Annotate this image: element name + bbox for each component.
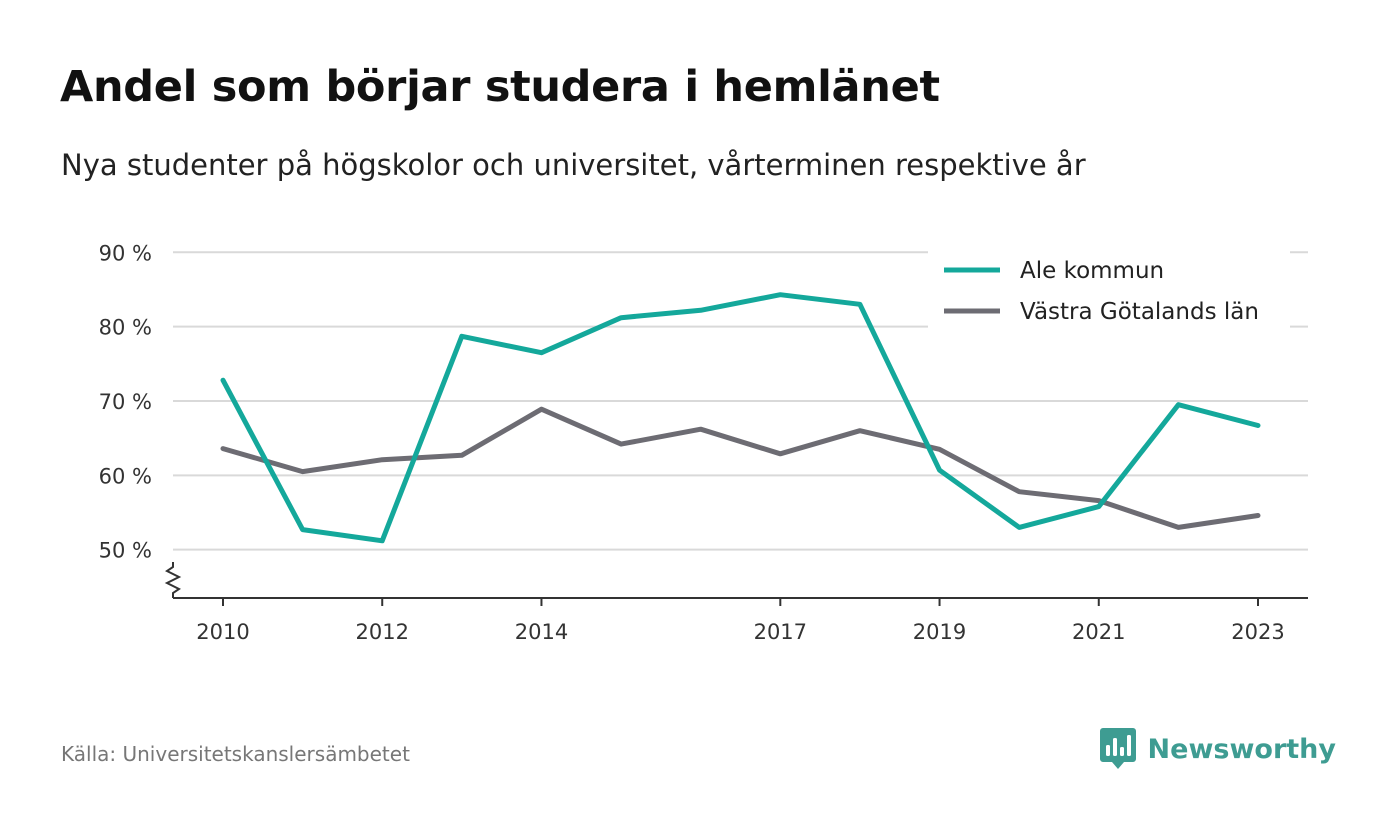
x-tick-label: 2014 xyxy=(515,620,568,644)
line-chart: 50 % 60 % 70 % 80 % 90 % 2010 2012 2014 2017 2019… xyxy=(99,241,1308,644)
x-tick-label: 2010 xyxy=(196,620,249,644)
x-tick-label: 2023 xyxy=(1231,620,1284,644)
brand-name: Newsworthy xyxy=(1147,733,1336,765)
legend: Ale kommun Västra Götalands län xyxy=(928,248,1290,332)
axes: 50 % 60 % 70 % 80 % 90 % 2010 2012 2014 2017 2019… xyxy=(99,241,1308,644)
legend-label: Ale kommun xyxy=(1020,258,1164,284)
y-tick-label: 80 % xyxy=(99,316,152,340)
chart-subtitle: Nya studenter på högskolor och universit… xyxy=(61,148,1086,182)
legend-label: Västra Götalands län xyxy=(1020,299,1259,325)
brand-logo: Newsworthy xyxy=(1099,728,1336,770)
newsworthy-logo-icon xyxy=(1099,728,1136,769)
x-tick-label: 2021 xyxy=(1072,620,1125,644)
y-tick-label: 60 % xyxy=(99,464,152,488)
source-note: Källa: Universitetskanslersämbetet xyxy=(61,742,410,766)
y-tick-label: 70 % xyxy=(99,390,152,414)
x-tick-label: 2017 xyxy=(754,620,807,644)
axis-break-icon xyxy=(164,562,182,598)
x-tick-label: 2019 xyxy=(913,620,966,644)
y-tick-label: 90 % xyxy=(99,241,152,265)
series-line-västra-götalands-län xyxy=(220,406,1261,530)
series-line-ale-kommun xyxy=(220,292,1261,544)
legend-background xyxy=(928,248,1290,332)
x-tick-label: 2012 xyxy=(356,620,409,644)
data-series xyxy=(220,292,1261,544)
chart-title: Andel som börjar studera i hemlänet xyxy=(60,62,940,112)
y-tick-label: 50 % xyxy=(99,539,152,563)
